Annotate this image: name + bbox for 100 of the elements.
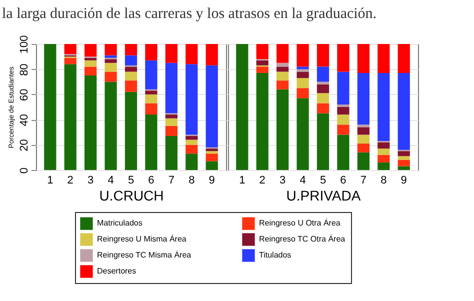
bar [145, 114, 158, 170]
bar [165, 126, 178, 136]
bar [337, 104, 350, 107]
x-tick-label: 7 [360, 174, 366, 186]
bar [165, 118, 178, 126]
bar [206, 154, 218, 162]
bar [256, 60, 268, 66]
bar [296, 66, 309, 70]
bar [398, 44, 410, 73]
bar [357, 44, 370, 73]
bar [296, 69, 309, 72]
bar [357, 124, 370, 128]
bar [206, 44, 218, 66]
bar [124, 66, 138, 72]
bar [104, 59, 117, 63]
bar [256, 66, 268, 73]
bar [124, 72, 138, 81]
bar [337, 124, 350, 135]
bar [357, 72, 370, 125]
x-tick-label: 9 [208, 174, 215, 186]
bar [186, 136, 198, 140]
bar [398, 151, 410, 156]
bar [104, 62, 117, 72]
bar [145, 44, 158, 60]
bar [206, 65, 218, 148]
x-tick-label: 3 [280, 174, 286, 186]
bar [316, 82, 330, 84]
bar [256, 72, 268, 170]
bar [276, 44, 289, 63]
bar [296, 72, 309, 78]
x-tick-label: 6 [340, 174, 346, 186]
bar [165, 62, 178, 114]
bar [296, 98, 309, 170]
x-tick-label: 5 [320, 174, 326, 186]
bar [398, 160, 410, 166]
bar [398, 72, 410, 150]
bar [206, 148, 218, 152]
bar [378, 162, 390, 170]
bar [84, 60, 97, 67]
bar [357, 144, 370, 152]
legend-label: Reingreso TC Misma Área [97, 250, 192, 260]
x-tick-label: 4 [300, 174, 306, 186]
legend-label: Reingreso U Misma Área [97, 234, 187, 244]
bar [64, 58, 76, 64]
bar [296, 88, 309, 98]
bar [316, 66, 330, 82]
bar [378, 142, 390, 149]
bar [145, 103, 158, 115]
bar [337, 107, 350, 115]
bar [186, 64, 198, 135]
bar [276, 80, 289, 90]
y-tick-label: 20 [18, 139, 30, 152]
x-tick-label: 1 [239, 174, 246, 186]
bar [104, 44, 117, 56]
bar [276, 66, 289, 72]
bar [337, 72, 350, 104]
bar [276, 72, 289, 81]
bar [186, 140, 198, 145]
bar [378, 44, 390, 73]
x-tick-label: 2 [67, 174, 74, 186]
legend-label: Titulados [259, 250, 292, 260]
x-tick-label: 8 [188, 174, 195, 186]
bar [357, 127, 370, 135]
bar [378, 154, 390, 162]
bar [165, 44, 178, 63]
bar [84, 44, 97, 57]
x-tick-label: 9 [400, 174, 407, 186]
y-tick-label: 0 [18, 167, 30, 174]
x-tick-label: 5 [128, 174, 134, 186]
x-tick-label: 4 [108, 174, 114, 186]
bar [165, 114, 178, 118]
x-tick-label: 6 [148, 174, 154, 186]
bar [186, 44, 198, 64]
bar [316, 84, 330, 94]
bar [84, 66, 97, 76]
bar [104, 82, 117, 170]
bar [124, 80, 138, 92]
bar [104, 72, 117, 82]
bar [316, 103, 330, 114]
x-tick-label: 8 [380, 174, 387, 186]
bar [64, 64, 76, 170]
x-tick-label: 1 [47, 174, 54, 186]
y-tick-label: 60 [18, 88, 30, 102]
bar [357, 134, 370, 144]
bar [124, 55, 138, 66]
bar [236, 44, 248, 170]
bar [276, 89, 289, 170]
bar [124, 44, 138, 56]
bar [296, 78, 309, 88]
bar [84, 58, 97, 60]
bar [398, 156, 410, 160]
bar [84, 76, 97, 170]
bar [145, 94, 158, 104]
legend-label: Desertores [97, 266, 136, 276]
bar [104, 55, 117, 58]
bar [145, 90, 158, 94]
bar [145, 60, 158, 90]
bar [64, 44, 76, 54]
legend-label: Matriculados [97, 218, 142, 228]
legend-label: Reingreso U Otra Área [259, 218, 341, 228]
